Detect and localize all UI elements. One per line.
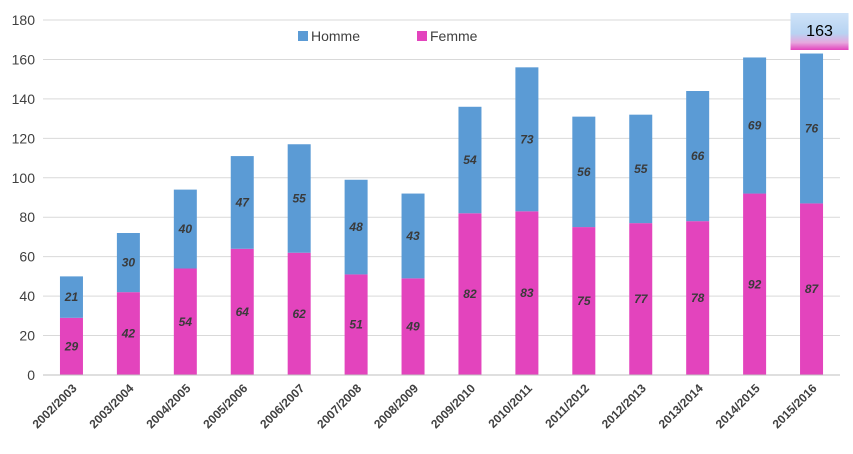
y-tick-label: 140 [12,91,36,107]
x-axis: 2002/2003 2003/2004 2004/2005 2005/2006 2006… [30,374,840,431]
y-tick-label: 180 [12,12,36,28]
data-label-femme: 42 [121,327,136,341]
bar-homme [686,91,710,222]
bar-homme [230,156,254,249]
x-tick-label: 2012/2013 [599,381,649,431]
x-tick-label: 2005/2006 [200,381,250,431]
bar-femme [572,227,596,375]
x-tick-label: 2009/2010 [428,381,478,431]
y-axis: 0 20 40 60 80 100 120 140 160 180 [12,12,36,383]
data-label-homme: 56 [577,165,591,179]
bar-femme [401,278,425,375]
x-tick-label: 2011/2012 [542,381,592,431]
bar-femme [344,274,368,375]
bar-homme [344,179,368,275]
bar-femme [173,268,197,375]
bar-femme [629,223,653,375]
y-tick-label: 0 [27,367,35,383]
bar-homme [515,67,539,212]
gridlines [43,19,840,376]
data-label-femme: 78 [691,291,705,305]
total-callout: 163 [790,13,849,50]
bar-homme [458,106,482,214]
data-label-femme: 29 [64,339,79,353]
data-label-homme: 40 [178,222,193,236]
data-label-homme: 69 [748,119,762,133]
data-label-homme: 73 [520,132,534,146]
bar-femme [230,248,254,375]
bar-femme [743,193,767,375]
y-tick-label: 80 [19,209,35,225]
data-label-femme: 87 [805,282,820,296]
data-label-femme: 77 [634,292,649,306]
y-tick-label: 20 [19,328,35,344]
data-label-homme: 48 [348,220,363,234]
callout-total-label: 163 [806,23,833,40]
bar-homme [173,189,197,269]
bar-femme [59,317,83,375]
data-label-femme: 51 [349,318,363,332]
data-label-homme: 47 [235,195,251,209]
bar-femme [458,213,482,375]
x-tick-label: 2013/2014 [656,381,706,431]
data-label-femme: 62 [292,307,306,321]
legend-label-homme: Homme [311,28,360,44]
y-tick-label: 60 [19,249,35,265]
x-tick-label: 2015/2016 [770,381,820,431]
y-tick-label: 160 [12,51,36,67]
bar-homme [629,114,653,224]
data-label-femme: 54 [179,315,193,329]
x-tick-label: 2004/2005 [143,381,193,431]
data-label-homme: 30 [122,256,136,270]
y-tick-label: 100 [12,170,36,186]
legend: Homme Femme [298,28,478,44]
legend-swatch-homme [298,31,308,41]
data-label-femme: 92 [748,277,762,291]
data-label-homme: 54 [463,153,477,167]
bar-femme [800,203,824,375]
data-labels: 29 42 54 64 62 51 49 82 83 75 77 78 92 87 21 30 40 47 55 48… [64,119,820,354]
callout-box [790,13,849,50]
bar-homme [287,144,311,253]
bar-homme [116,233,140,293]
x-tick-label: 2003/2004 [86,381,136,431]
data-label-homme: 76 [805,121,819,135]
x-tick-label: 2007/2008 [314,381,364,431]
bar-femme [515,211,539,375]
x-tick-label: 2002/2003 [30,381,80,431]
x-tick-label: 2014/2015 [713,381,763,431]
bar-homme [572,116,596,228]
bar-femme [116,292,140,375]
legend-label-femme: Femme [430,28,478,44]
data-label-homme: 43 [405,229,420,243]
x-tick-label: 2006/2007 [257,381,307,431]
x-tick-label: 2010/2011 [485,381,535,431]
y-tick-label: 40 [19,288,35,304]
legend-swatch-femme [417,31,427,41]
data-label-homme: 55 [634,162,648,176]
data-label-femme: 64 [236,305,250,319]
x-tick-label: 2008/2009 [371,381,421,431]
data-label-homme: 21 [64,290,79,304]
bar-femme [686,221,710,375]
bar-homme [800,53,824,204]
data-label-homme: 55 [292,191,306,205]
y-tick-label: 120 [12,130,36,146]
data-label-femme: 75 [577,294,591,308]
bar-homme [743,57,767,194]
data-label-femme: 49 [405,320,420,334]
data-label-femme: 83 [520,286,534,300]
bar-femme [287,252,311,375]
data-label-homme: 66 [691,149,705,163]
bar-homme [401,193,425,279]
data-label-femme: 82 [463,287,477,301]
bars [59,53,824,375]
bar-homme [59,276,83,318]
